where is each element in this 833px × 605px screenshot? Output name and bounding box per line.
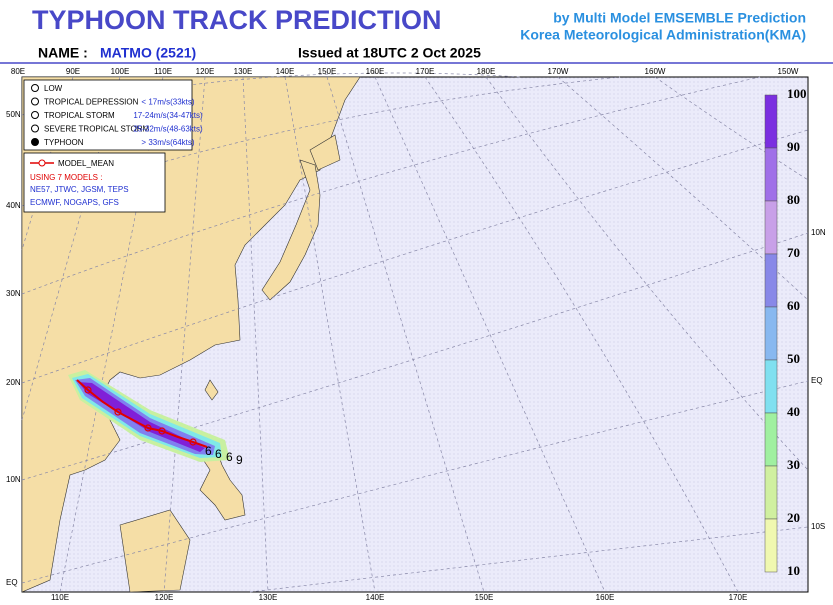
lon-label: 140E: [276, 67, 295, 76]
intensity-range: < 17m/s(33kts): [141, 98, 194, 107]
colorbar-band: [764, 253, 778, 308]
lon-label: 170E: [729, 593, 748, 602]
lat-label: 20N: [6, 378, 21, 387]
lon-label: 170W: [548, 67, 569, 76]
colorbar-label: 70: [787, 245, 800, 260]
lon-label: 160E: [366, 67, 385, 76]
colorbar-label: 20: [787, 510, 800, 525]
lon-label: 100E: [111, 67, 130, 76]
lat-label: 50N: [6, 110, 21, 119]
credit: by Multi Model EMSEMBLE Prediction: [553, 10, 806, 26]
intensity-label: LOW: [44, 84, 63, 93]
intensity-label: TYPHOON: [44, 138, 84, 147]
colorbar-band: [764, 412, 778, 467]
lon-label: 120E: [155, 593, 174, 602]
model-mean-track: [76, 379, 208, 448]
intensity-label: SEVERE TROPICAL STORM: [44, 125, 150, 134]
colorbar-band: [764, 147, 778, 202]
lon-label: 150E: [318, 67, 337, 76]
intensity-symbol: [31, 97, 39, 106]
lon-label: 120E: [196, 67, 215, 76]
lon-label: 80E: [11, 67, 25, 76]
lon-label: 150W: [778, 67, 799, 76]
borneo: [119, 509, 191, 593]
colorbar-band: [764, 359, 778, 414]
colorbar-band: [764, 465, 778, 520]
lon-label: 180E: [477, 67, 496, 76]
lon-label: 170E: [416, 67, 435, 76]
colorbar-band: [764, 200, 778, 255]
models-list: ECMWF, NOGAPS, GFS: [30, 198, 119, 207]
taiwan: [204, 379, 219, 401]
colorbar-band: [764, 94, 778, 149]
models-heading: USING 7 MODELS :: [30, 173, 102, 182]
svg-text:6: 6: [205, 444, 212, 458]
issued: Issued at 18UTC 2 Oct 2025: [298, 45, 481, 61]
typhoon-name: MATMO (2521): [100, 45, 196, 61]
svg-text:6: 6: [226, 450, 233, 464]
lon-label: 110E: [51, 593, 69, 602]
intensity-legend: LOW TROPICAL DEPRESSION < 17m/s(33kts) TROP…: [31, 84, 203, 147]
colorbar-label: 40: [787, 404, 800, 419]
colorbar-label: 100: [787, 86, 807, 101]
colorbar-label: 30: [787, 457, 800, 472]
models-list: NE57, JTWC, JGSM, TEPS: [30, 185, 129, 194]
lat-label: 10N: [6, 475, 21, 484]
lon-label: 160W: [645, 67, 666, 76]
lon-label: 130E: [234, 67, 253, 76]
intensity-symbol: [31, 111, 39, 119]
lat-label: 30N: [6, 289, 21, 298]
lat-label: 40N: [6, 201, 21, 210]
lat-label: 10S: [811, 522, 825, 531]
mean-point-sample: [38, 159, 46, 167]
lat-label: EQ: [811, 376, 823, 385]
intensity-range: > 33m/s(64kts): [141, 138, 194, 147]
colorbar-label: 60: [787, 298, 800, 313]
intensity-range: 25-32m/s(48-63kts): [133, 125, 203, 134]
intensity-symbol: [31, 124, 39, 133]
mean-label: MODEL_MEAN: [58, 159, 114, 168]
lon-label: 160E: [596, 593, 615, 602]
intensity-symbol: [31, 138, 39, 146]
lon-label: 110E: [154, 67, 172, 76]
svg-text:9: 9: [236, 453, 243, 467]
lon-label: 150E: [475, 593, 494, 602]
colorbar-band: [764, 306, 778, 361]
colorbar-label: 90: [787, 139, 800, 154]
lon-label: 90E: [66, 67, 80, 76]
credit: Korea Meteorological Administration(KMA): [520, 27, 806, 43]
intensity-label: TROPICAL STORM: [44, 111, 115, 120]
title: TYPHOON TRACK PREDICTION: [32, 5, 442, 35]
colorbar-band: [764, 518, 778, 573]
colorbar-label: 50: [787, 351, 800, 366]
colorbar-label: 10: [787, 563, 800, 578]
japan: [261, 159, 321, 301]
track-points: [84, 386, 197, 446]
lon-label: 130E: [259, 593, 278, 602]
hokkaido: [309, 134, 341, 171]
colorbar-label: 80: [787, 192, 800, 207]
lat-label: 10N: [811, 228, 826, 237]
intensity-symbol: [31, 84, 39, 92]
intensity-label: TROPICAL DEPRESSION: [44, 98, 139, 107]
svg-text:6: 6: [215, 447, 222, 461]
intensity-range: 17-24m/s(34-47kts): [133, 111, 203, 120]
lon-label: 140E: [366, 593, 385, 602]
colorbar: 100 90 80 70 60 50 40 30 20 10: [764, 86, 807, 578]
intensity-legend-box: [23, 79, 193, 151]
lat-label: EQ: [6, 578, 18, 587]
legend: LOW TROPICAL DEPRESSION < 17m/s(33kts) TROP…: [23, 79, 203, 213]
name-label: NAME :: [38, 45, 88, 61]
